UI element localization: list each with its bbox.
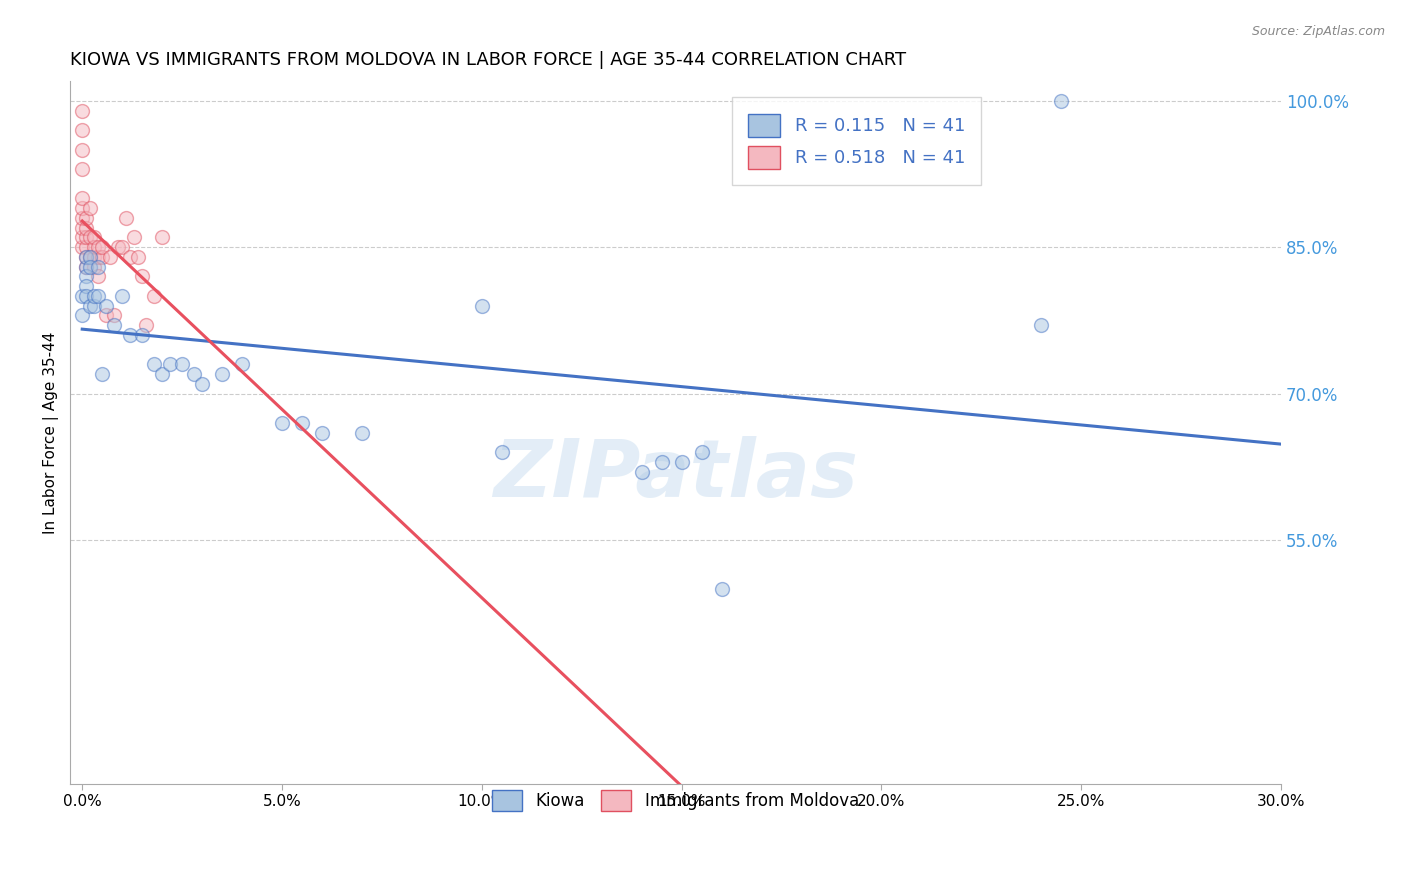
Point	[1031, 318, 1053, 333]
Point	[83, 289, 105, 303]
Point	[70, 123, 93, 137]
Point	[83, 230, 105, 244]
Point	[79, 201, 101, 215]
Text: Source: ZipAtlas.com: Source: ZipAtlas.com	[1251, 25, 1385, 38]
Point	[127, 250, 149, 264]
Point	[83, 260, 105, 274]
Point	[87, 289, 110, 303]
Point	[120, 328, 142, 343]
Point	[96, 309, 118, 323]
Point	[75, 220, 97, 235]
Point	[75, 211, 97, 225]
Point	[1050, 94, 1073, 108]
Point	[70, 103, 93, 118]
Point	[70, 240, 93, 254]
Point	[115, 211, 138, 225]
Point	[271, 416, 294, 430]
Point	[70, 309, 93, 323]
Point	[70, 201, 93, 215]
Point	[630, 465, 652, 479]
Point	[75, 279, 97, 293]
Point	[471, 299, 494, 313]
Point	[172, 357, 194, 371]
Point	[83, 299, 105, 313]
Point	[103, 318, 125, 333]
Text: ZIPatlas: ZIPatlas	[494, 435, 858, 514]
Point	[91, 250, 114, 264]
Point	[75, 250, 97, 264]
Point	[91, 367, 114, 381]
Point	[79, 299, 101, 313]
Point	[111, 289, 134, 303]
Point	[131, 269, 153, 284]
Point	[83, 250, 105, 264]
Point	[70, 230, 93, 244]
Point	[671, 455, 693, 469]
Point	[143, 289, 166, 303]
Point	[75, 260, 97, 274]
Point	[651, 455, 673, 469]
Point	[70, 289, 93, 303]
Point	[710, 582, 733, 596]
Point	[120, 250, 142, 264]
Text: KIOWA VS IMMIGRANTS FROM MOLDOVA IN LABOR FORCE | AGE 35-44 CORRELATION CHART: KIOWA VS IMMIGRANTS FROM MOLDOVA IN LABO…	[70, 51, 907, 69]
Point	[79, 230, 101, 244]
Y-axis label: In Labor Force | Age 35-44: In Labor Force | Age 35-44	[44, 331, 59, 533]
Point	[491, 445, 513, 459]
Point	[131, 328, 153, 343]
Point	[87, 240, 110, 254]
Point	[70, 191, 93, 205]
Point	[87, 250, 110, 264]
Point	[98, 250, 121, 264]
Point	[159, 357, 181, 371]
Point	[87, 260, 110, 274]
Point	[75, 250, 97, 264]
Point	[690, 445, 713, 459]
Point	[70, 220, 93, 235]
Point	[79, 250, 101, 264]
Point	[143, 357, 166, 371]
Point	[75, 260, 97, 274]
Point	[150, 367, 173, 381]
Point	[350, 425, 373, 440]
Point	[311, 425, 333, 440]
Point	[107, 240, 129, 254]
Point	[122, 230, 145, 244]
Point	[79, 260, 101, 274]
Point	[87, 269, 110, 284]
Point	[183, 367, 205, 381]
Legend: Kiowa, Immigrants from Moldova: Kiowa, Immigrants from Moldova	[479, 776, 872, 824]
Point	[70, 162, 93, 177]
Point	[91, 240, 114, 254]
Point	[75, 269, 97, 284]
Point	[75, 289, 97, 303]
Point	[231, 357, 253, 371]
Point	[291, 416, 314, 430]
Point	[79, 250, 101, 264]
Point	[96, 299, 118, 313]
Point	[111, 240, 134, 254]
Point	[191, 376, 214, 391]
Point	[135, 318, 157, 333]
Point	[75, 240, 97, 254]
Point	[211, 367, 233, 381]
Point	[70, 211, 93, 225]
Point	[70, 143, 93, 157]
Point	[83, 240, 105, 254]
Point	[150, 230, 173, 244]
Point	[75, 230, 97, 244]
Point	[103, 309, 125, 323]
